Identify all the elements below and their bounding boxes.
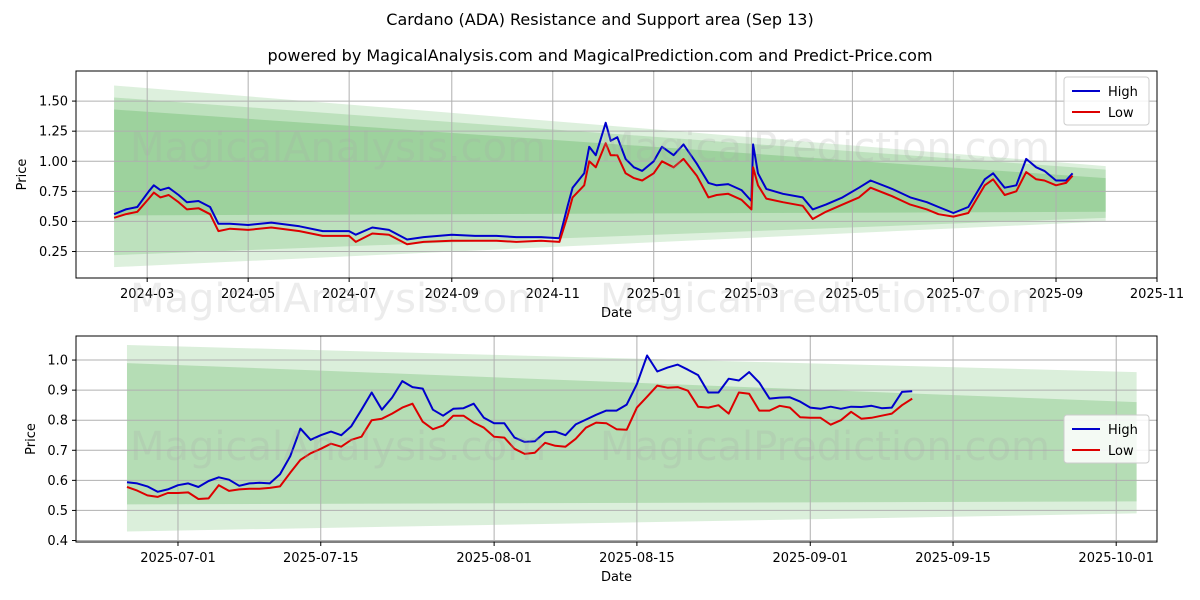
x-tick-label: 2024-09 (425, 287, 479, 302)
legend-label-low: Low (1108, 444, 1134, 459)
watermark-analysis-top: MagicalAnalysis.com (130, 125, 547, 171)
y-tick-label: 0.50 (39, 215, 68, 230)
axes-frame (75, 335, 1158, 543)
x-tick-label: 2025-09-01 (772, 551, 848, 566)
y-tick-label: 1.25 (39, 125, 68, 140)
y-tick-label: 0.5 (47, 504, 68, 519)
y-axis-label: Price (15, 159, 30, 191)
x-tick-label: 2025-07-15 (283, 551, 359, 566)
x-axis-label: Date (601, 306, 632, 321)
legend-label-high: High (1108, 85, 1138, 100)
series-line-high (126, 354, 913, 493)
x-tick-label: 2025-11 (1130, 287, 1184, 302)
x-tick-label: 2024-03 (120, 287, 174, 302)
y-tick-label: 0.7 (47, 444, 68, 459)
y-tick-label: 0.6 (47, 474, 68, 489)
x-tick-label: 2024-07 (322, 287, 376, 302)
y-axis-label: Price (24, 423, 39, 455)
chart-title: Cardano (ADA) Resistance and Support are… (386, 10, 814, 29)
legend-label-high: High (1108, 423, 1138, 438)
legend: High Low (1063, 414, 1150, 464)
x-tick-label: 2024-05 (221, 287, 275, 302)
watermark-analysis-bottom: MagicalAnalysis.com (130, 424, 547, 470)
watermark-prediction-mid: MagicalPrediction.com (600, 276, 1050, 322)
axes-frame (75, 70, 1158, 279)
x-tick-label: 2025-03 (724, 287, 778, 302)
y-tick-label: 0.25 (39, 245, 68, 260)
x-tick-label: 2025-09-15 (915, 551, 991, 566)
x-tick-label: 2025-07 (926, 287, 980, 302)
x-tick-label: 2025-08-01 (456, 551, 532, 566)
x-tick-label: 2025-10-01 (1078, 551, 1154, 566)
chart-bottom: 2025-07-01 2025-07-15 2025-08-01 2025-08-15… (24, 335, 1158, 585)
y-tick-label: 0.9 (47, 384, 68, 399)
legend-label-low: Low (1108, 106, 1134, 121)
watermark-analysis-mid: MagicalAnalysis.com (130, 276, 547, 322)
x-tick-label: 2024-11 (526, 287, 580, 302)
x-axis-label: Date (601, 570, 632, 585)
legend: High Low (1063, 76, 1150, 126)
x-tick-label: 2025-08-15 (599, 551, 675, 566)
y-tick-label: 0.75 (39, 185, 68, 200)
chart-top: 2024-03 2024-05 2024-07 2024-09 2024-11 2025-… (15, 70, 1184, 321)
watermark-prediction-bottom: MagicalPrediction.com (600, 424, 1050, 470)
band-1 (126, 363, 1137, 505)
band-0 (126, 345, 1137, 532)
y-tick-label: 1.50 (39, 95, 68, 110)
chart-subtitle: powered by MagicalAnalysis.com and Magic… (267, 46, 933, 65)
series-line-low (113, 142, 1074, 246)
y-tick-label: 0.4 (47, 534, 68, 549)
series-line-low (126, 384, 913, 500)
series-line-high (113, 121, 1074, 241)
x-tick-label: 2025-07-01 (140, 551, 216, 566)
y-tick-label: 0.8 (47, 414, 68, 429)
x-tick-label: 2025-05 (825, 287, 879, 302)
y-tick-label: 1.00 (39, 155, 68, 170)
x-tick-label: 2025-01 (627, 287, 681, 302)
x-tick-label: 2025-09 (1029, 287, 1083, 302)
watermark-prediction-top: MagicalPrediction.com (600, 125, 1050, 171)
y-tick-label: 1.0 (47, 354, 68, 369)
band-1 (114, 97, 1106, 256)
